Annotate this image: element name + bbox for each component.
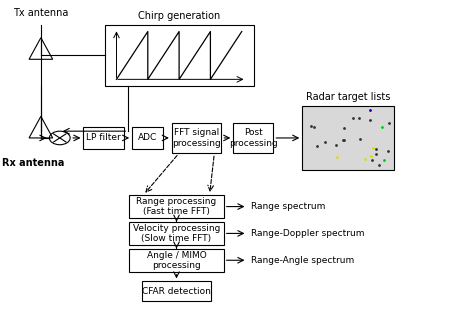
Text: Post
processing: Post processing (229, 128, 278, 148)
Text: ADC: ADC (138, 133, 157, 143)
Text: CFAR detection: CFAR detection (142, 287, 211, 296)
Text: Range processing
(Fast time FFT): Range processing (Fast time FFT) (137, 197, 217, 216)
FancyBboxPatch shape (129, 222, 224, 245)
Text: Rx antenna: Rx antenna (1, 158, 64, 168)
FancyBboxPatch shape (129, 195, 224, 218)
Text: LP filter: LP filter (86, 133, 121, 143)
FancyBboxPatch shape (129, 249, 224, 272)
Text: Range-Angle spectrum: Range-Angle spectrum (251, 256, 355, 265)
FancyBboxPatch shape (142, 281, 211, 301)
Text: FFT signal
processing: FFT signal processing (172, 128, 221, 148)
Text: Angle / MIMO
processing: Angle / MIMO processing (146, 251, 206, 270)
Text: Tx antenna: Tx antenna (13, 8, 69, 18)
Text: Radar target lists: Radar target lists (306, 93, 391, 102)
FancyBboxPatch shape (105, 25, 254, 86)
FancyBboxPatch shape (132, 127, 163, 149)
Text: Velocity processing
(Slow time FFT): Velocity processing (Slow time FFT) (133, 224, 220, 243)
Text: Range-Doppler spectrum: Range-Doppler spectrum (251, 229, 365, 238)
FancyBboxPatch shape (83, 127, 124, 149)
Text: Chirp generation: Chirp generation (138, 11, 220, 21)
FancyBboxPatch shape (172, 123, 221, 153)
FancyBboxPatch shape (233, 123, 273, 153)
FancyBboxPatch shape (302, 106, 394, 170)
Text: Range spectrum: Range spectrum (251, 202, 326, 211)
